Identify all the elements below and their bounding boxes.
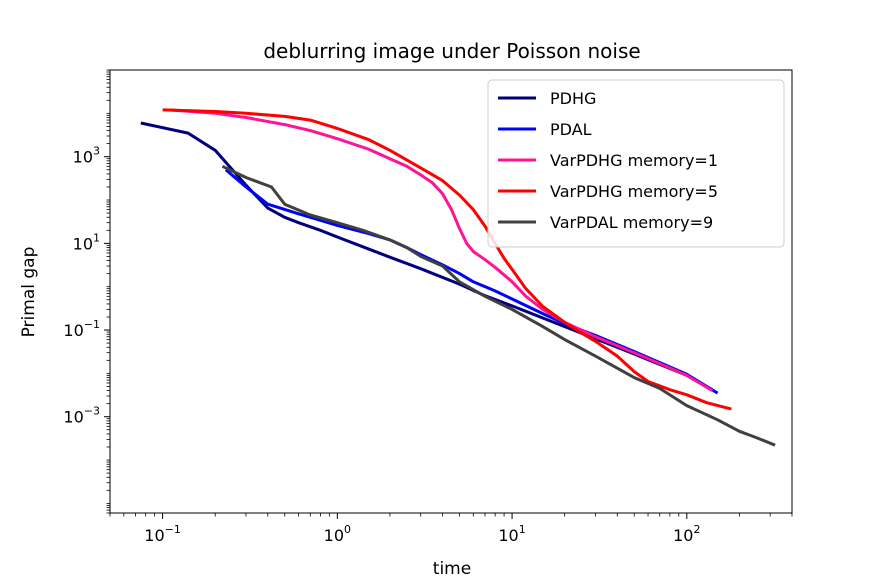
x-tick-label: 102 [673, 523, 700, 545]
plot-frame [109, 69, 793, 514]
legend-label: PDHG [550, 89, 596, 108]
y-tick-label: 10−1 [63, 318, 100, 340]
x-tick-label: 10−1 [144, 523, 181, 545]
y-axis: 10−3 10−1 101 103 [63, 69, 110, 514]
legend-label: VarPDHG memory=5 [550, 182, 718, 201]
series-line-4 [162, 108, 732, 411]
series-line-5 [221, 164, 776, 447]
y-tick-label: 101 [73, 231, 100, 253]
legend-label: VarPDAL memory=9 [550, 213, 713, 232]
x-axis-label: time [433, 559, 471, 579]
y-tick-label: 103 [73, 145, 100, 167]
x-tick-label: 100 [324, 523, 351, 545]
chart-title: deblurring image under Poisson noise [263, 39, 640, 63]
x-axis: 10−1 100 101 102 [109, 513, 793, 545]
y-tick-label: 10−3 [63, 405, 100, 427]
legend: PDHG PDAL VarPDHG memory=1 VarPDHG memory=5… [487, 79, 785, 248]
legend-label: VarPDHG memory=1 [550, 151, 718, 170]
y-axis-label: Primal gap [19, 247, 39, 338]
series-layer [140, 108, 776, 447]
legend-box [487, 79, 785, 248]
x-tick-label: 101 [498, 523, 525, 545]
legend-label: PDAL [550, 120, 592, 139]
